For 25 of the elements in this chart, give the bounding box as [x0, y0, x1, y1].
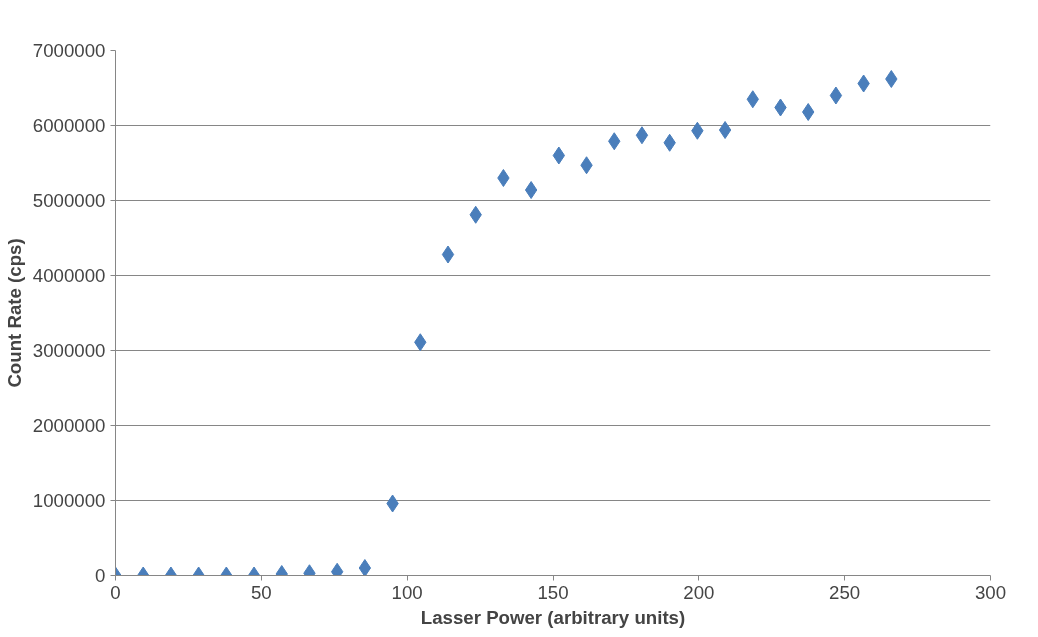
- point: [885, 70, 898, 88]
- x-tick-label: 50: [250, 581, 272, 603]
- point: [718, 121, 732, 139]
- y-tick-label: 6000000: [32, 115, 106, 136]
- point: [524, 181, 538, 199]
- y-tick-label: 7000000: [32, 40, 106, 61]
- point: [635, 126, 649, 145]
- x-tick-label: 0: [110, 581, 121, 603]
- point: [441, 245, 455, 264]
- y-tick-label: 4000000: [32, 265, 106, 286]
- x-axis-title: Lasser Power (arbitrary units): [420, 606, 686, 628]
- x-tick-label: 250: [829, 581, 861, 603]
- y-axis-title: Count Rate (cps): [3, 238, 25, 388]
- y-tick-label: 1000000: [32, 490, 106, 511]
- point: [497, 169, 510, 187]
- y-tick-label: 0: [95, 565, 106, 586]
- y-tick-label: 3000000: [32, 340, 106, 361]
- x-tick-label: 300: [974, 581, 1007, 603]
- x-tick-label: 200: [683, 581, 715, 603]
- x-tick-label: 150: [537, 581, 569, 603]
- x-tick-label: 100: [391, 581, 423, 603]
- point: [829, 86, 843, 105]
- point: [802, 103, 815, 121]
- y-tick-label: 2000000: [32, 415, 106, 436]
- y-tick-label: 5000000: [32, 190, 106, 211]
